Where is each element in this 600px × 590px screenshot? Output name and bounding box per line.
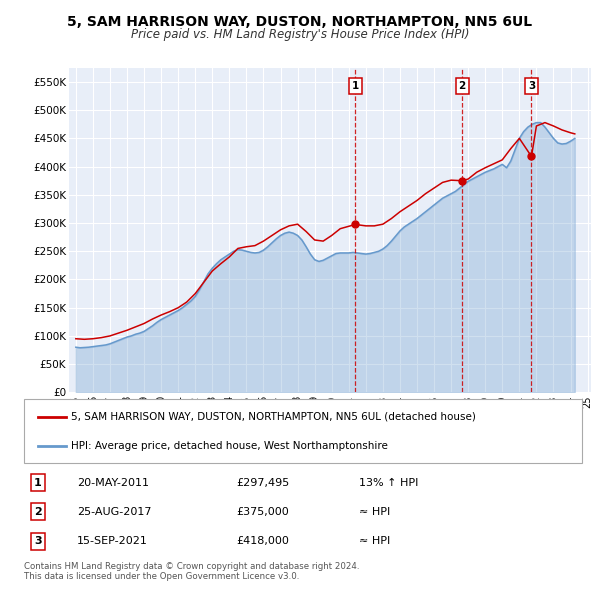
Text: 15-SEP-2021: 15-SEP-2021 [77,536,148,546]
Text: 20-MAY-2011: 20-MAY-2011 [77,477,149,487]
Text: £418,000: £418,000 [236,536,289,546]
Text: 3: 3 [34,536,42,546]
Text: ≈ HPI: ≈ HPI [359,536,390,546]
Text: 2: 2 [34,507,42,517]
Text: 1: 1 [352,81,359,91]
Text: £375,000: £375,000 [236,507,289,517]
Text: 25-AUG-2017: 25-AUG-2017 [77,507,152,517]
Text: HPI: Average price, detached house, West Northamptonshire: HPI: Average price, detached house, West… [71,441,388,451]
Text: 5, SAM HARRISON WAY, DUSTON, NORTHAMPTON, NN5 6UL (detached house): 5, SAM HARRISON WAY, DUSTON, NORTHAMPTON… [71,412,476,422]
Text: 2: 2 [458,81,466,91]
FancyBboxPatch shape [24,399,582,463]
Text: 13% ↑ HPI: 13% ↑ HPI [359,477,418,487]
Text: 5, SAM HARRISON WAY, DUSTON, NORTHAMPTON, NN5 6UL: 5, SAM HARRISON WAY, DUSTON, NORTHAMPTON… [67,15,533,29]
Text: ≈ HPI: ≈ HPI [359,507,390,517]
Text: Contains HM Land Registry data © Crown copyright and database right 2024.
This d: Contains HM Land Registry data © Crown c… [24,562,359,581]
Text: 1: 1 [34,477,42,487]
Text: Price paid vs. HM Land Registry's House Price Index (HPI): Price paid vs. HM Land Registry's House … [131,28,469,41]
Text: 3: 3 [528,81,535,91]
Text: £297,495: £297,495 [236,477,289,487]
